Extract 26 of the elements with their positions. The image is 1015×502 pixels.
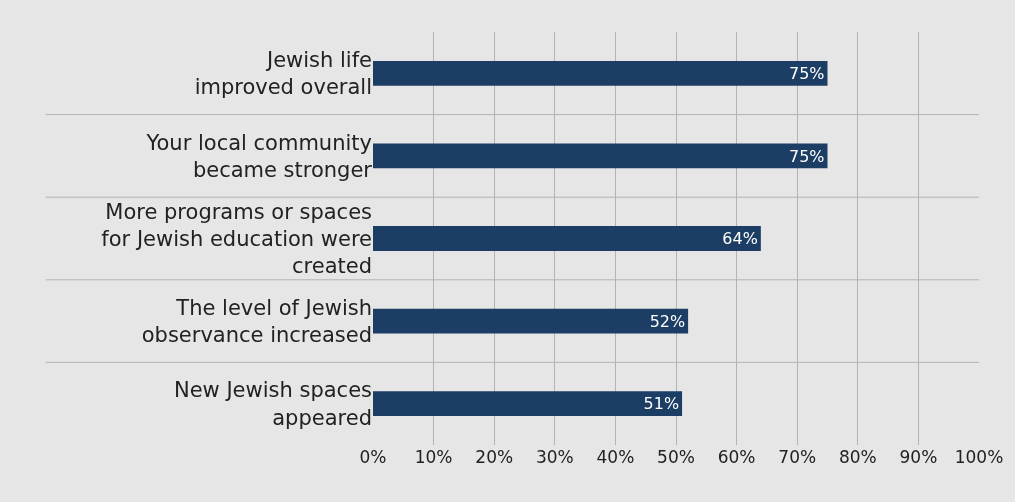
x-tick-label: 10% bbox=[414, 447, 453, 467]
y-tick-label: New Jewish spaces appeared bbox=[173, 378, 372, 430]
data-label: 75% bbox=[789, 63, 825, 83]
x-tick-label: 80% bbox=[838, 447, 877, 467]
data-label: 52% bbox=[649, 311, 686, 331]
x-tick-label: 50% bbox=[657, 447, 695, 467]
x-tick-label: 20% bbox=[475, 447, 514, 467]
bar bbox=[373, 60, 828, 86]
x-tick-label: 100% bbox=[954, 447, 1004, 467]
x-tick-label: 60% bbox=[717, 447, 756, 467]
y-tick-label: More programs or spaces for Jewish education were created bbox=[101, 199, 372, 279]
x-tick-label: 90% bbox=[899, 447, 938, 467]
x-tick-label: 0% bbox=[359, 447, 387, 467]
y-tick-label: Your local community became stronger bbox=[145, 130, 373, 182]
x-tick-label: 30% bbox=[535, 447, 574, 467]
y-tick-label: The level of Jewish observance increased bbox=[141, 295, 372, 348]
data-label: 64% bbox=[722, 229, 758, 249]
x-tick-label: 70% bbox=[778, 447, 817, 467]
x-tick-label: 40% bbox=[596, 447, 635, 467]
y-tick-label: Jewish life improved overall bbox=[194, 48, 372, 100]
data-label: 75% bbox=[789, 146, 825, 166]
bar bbox=[373, 308, 689, 334]
bar bbox=[373, 391, 683, 417]
bar bbox=[373, 143, 828, 169]
data-label: 51% bbox=[643, 394, 680, 414]
bar bbox=[373, 226, 761, 251]
